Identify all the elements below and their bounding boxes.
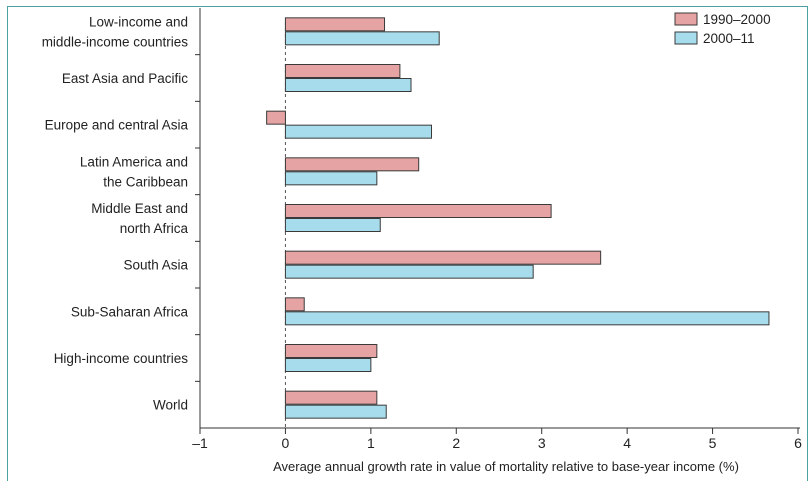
category-label: north Africa <box>120 221 189 236</box>
category-label: World <box>153 398 188 413</box>
bar-2000-11-0 <box>284 31 440 46</box>
bar-1990-2000-5 <box>284 250 602 265</box>
x-axis-ticks: –1 0 1 2 3 4 5 6 <box>192 428 802 451</box>
category-label: Low-income and <box>89 14 188 29</box>
x-axis-title: Average annual growth rate in value of m… <box>273 459 739 474</box>
x-tick-label: –1 <box>192 435 208 451</box>
bar-2000-11-2 <box>284 124 433 139</box>
category-separators <box>195 8 201 428</box>
bar-2000-11-7 <box>284 358 372 372</box>
bar-2000-11-6 <box>284 311 770 326</box>
category-label: High-income countries <box>54 351 189 366</box>
category-labels: Low-income and middle-income countries Eas… <box>42 14 189 412</box>
category-label: Sub-Saharan Africa <box>71 304 189 319</box>
legend-label: 2000–11 <box>703 31 755 46</box>
bar-1990-2000-1 <box>284 64 401 78</box>
bar-1990-2000-8 <box>284 390 378 405</box>
bars-group <box>266 17 770 419</box>
legend: 1990–2000 2000–11 <box>674 12 771 46</box>
bar-1990-2000-0 <box>284 17 386 32</box>
x-tick-label: 1 <box>367 435 375 451</box>
bar-1990-2000-2 <box>266 110 286 125</box>
bar-2000-11-3 <box>284 171 378 186</box>
category-label: Europe and central Asia <box>45 118 189 133</box>
x-tick-label: 5 <box>709 435 717 451</box>
bar-1990-2000-7 <box>284 344 378 358</box>
bar-1990-2000-6 <box>284 297 305 312</box>
x-tick-label: 0 <box>282 435 290 451</box>
bar-1990-2000-4 <box>284 204 552 218</box>
bar-2000-11-8 <box>284 404 387 419</box>
bar-1990-2000-3 <box>284 157 420 172</box>
category-label: the Caribbean <box>103 174 188 189</box>
bar-2000-11-4 <box>284 218 381 232</box>
x-tick-label: 6 <box>794 435 802 451</box>
x-tick-label: 2 <box>452 435 460 451</box>
category-label: East Asia and Pacific <box>62 71 188 86</box>
x-tick-label: 4 <box>623 435 631 451</box>
bar-2000-11-1 <box>284 78 412 92</box>
category-label: Latin America and <box>80 154 188 169</box>
category-label: Middle East and <box>91 201 188 216</box>
legend-swatch <box>674 31 698 45</box>
x-tick-label: 3 <box>538 435 546 451</box>
bar-2000-11-5 <box>284 264 534 279</box>
legend-swatch <box>674 12 698 26</box>
category-label: South Asia <box>123 258 188 273</box>
legend-label: 1990–2000 <box>703 12 771 27</box>
category-label: middle-income countries <box>42 34 189 49</box>
